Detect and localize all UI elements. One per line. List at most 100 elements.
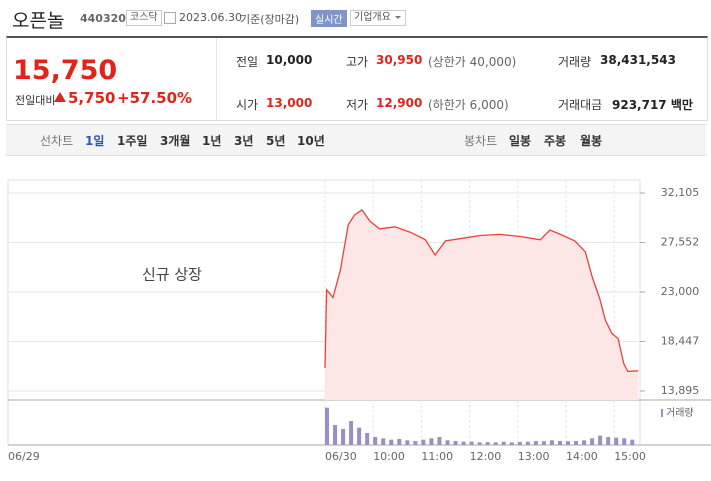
volume-bar bbox=[557, 441, 562, 445]
volume-bar bbox=[509, 442, 514, 445]
stat-value: 923,717 백만 bbox=[612, 98, 693, 112]
area bbox=[325, 209, 639, 400]
volume-bar bbox=[381, 438, 386, 445]
stat-label: 전일 bbox=[236, 55, 259, 69]
stat-label: 저가 bbox=[346, 98, 369, 112]
volume-bar bbox=[614, 437, 619, 445]
volume-bar bbox=[445, 440, 450, 445]
stock-code: 440320 bbox=[80, 12, 126, 25]
stat-value: 10,000 bbox=[266, 53, 313, 67]
volume-bar bbox=[429, 438, 434, 445]
x-tick-label: 15:00 bbox=[614, 450, 646, 463]
volume-bar bbox=[389, 439, 394, 445]
volume-bar bbox=[630, 439, 635, 445]
volume-bar bbox=[549, 440, 554, 445]
company-info-button[interactable]: 기업개요 bbox=[350, 10, 406, 26]
divider bbox=[216, 38, 217, 120]
volume-bar bbox=[365, 433, 370, 445]
period-tab[interactable]: 3개월 bbox=[160, 134, 191, 148]
x-tick-label: 06/30 bbox=[325, 450, 357, 463]
volume-bar bbox=[501, 441, 506, 445]
legend-swatch bbox=[661, 409, 663, 417]
annotation: 신규 상장 bbox=[142, 266, 202, 284]
x-tick-label: 12:00 bbox=[470, 450, 502, 463]
x-tick-label: 10:00 bbox=[373, 450, 405, 463]
stat-note: (상한가 40,000) bbox=[428, 55, 517, 69]
volume-bar bbox=[622, 438, 627, 445]
tab-label: 봉차트 bbox=[464, 134, 498, 148]
volume-bar bbox=[493, 442, 498, 445]
stat-note: (하한가 6,000) bbox=[428, 98, 509, 112]
volume-bar bbox=[349, 421, 354, 445]
stat-label: 시가 bbox=[236, 98, 259, 112]
legend-label: 거래량 bbox=[666, 407, 694, 419]
volume-bar bbox=[357, 427, 362, 445]
volume-bar bbox=[533, 441, 538, 445]
x-tick-label: 13:00 bbox=[518, 450, 550, 463]
volume-bar bbox=[453, 441, 458, 445]
y-tick-label: 18,447 bbox=[661, 335, 700, 348]
quote-box bbox=[6, 36, 708, 121]
stat-label: 고가 bbox=[346, 55, 369, 69]
volume-bar bbox=[341, 429, 346, 445]
tab-label: 선차트 bbox=[40, 134, 74, 148]
y-tick-label: 32,105 bbox=[661, 186, 700, 199]
volume-bar bbox=[541, 441, 546, 445]
stat-value: 38,431,543 bbox=[600, 53, 676, 67]
candle-tab[interactable]: 주봉 bbox=[544, 134, 567, 148]
basis: 기준(장마감) bbox=[240, 13, 300, 26]
stat-value: 12,900 bbox=[376, 96, 423, 110]
volume-bar bbox=[590, 438, 595, 445]
up-triangle bbox=[54, 92, 66, 102]
volume-bar bbox=[582, 440, 587, 445]
y-tick-label: 27,552 bbox=[661, 236, 700, 249]
stat-label: 거래량 bbox=[558, 55, 592, 69]
stock-name: 오픈놀 bbox=[12, 10, 65, 32]
volume-bar bbox=[598, 435, 603, 445]
market-badge: 코스닥 bbox=[126, 10, 162, 26]
volume-bar bbox=[437, 437, 442, 445]
change-rate: +57.50% bbox=[117, 89, 193, 107]
period-tab[interactable]: 3년 bbox=[234, 134, 254, 148]
price-line bbox=[324, 209, 639, 373]
stat-value: 13,000 bbox=[266, 96, 313, 110]
period-tab[interactable]: 5년 bbox=[266, 134, 286, 148]
period-tab[interactable]: 1일 bbox=[85, 134, 105, 148]
y-tick-label: 13,895 bbox=[661, 384, 700, 397]
stat-label: 거래대금 bbox=[558, 98, 603, 112]
period-tab[interactable]: 1주일 bbox=[117, 134, 148, 148]
volume-bar bbox=[413, 441, 418, 445]
volume-bar bbox=[525, 441, 530, 445]
x-tick-label: 06/29 bbox=[8, 450, 40, 463]
volume-bar bbox=[325, 407, 329, 445]
x-tick-label: 14:00 bbox=[566, 450, 598, 463]
volume-bar bbox=[421, 439, 426, 445]
volume-bar bbox=[574, 441, 579, 445]
calendar-icon bbox=[164, 12, 176, 24]
period-tab[interactable]: 10년 bbox=[297, 134, 325, 148]
price: 15,750 bbox=[13, 55, 118, 86]
volume-bar bbox=[485, 442, 490, 445]
candle-tab[interactable]: 월봉 bbox=[580, 134, 603, 148]
volume-bar bbox=[333, 425, 338, 445]
volume-bar bbox=[566, 441, 570, 445]
realtime-button[interactable]: 실시간 bbox=[311, 10, 347, 27]
y-tick-label: 23,000 bbox=[661, 285, 700, 298]
volume-bar bbox=[517, 441, 522, 445]
volume-bar bbox=[477, 442, 482, 445]
volume-bar bbox=[405, 440, 410, 445]
dropdown-arrow bbox=[395, 16, 401, 22]
period-tab[interactable]: 1년 bbox=[202, 134, 222, 148]
volume-bar bbox=[469, 441, 474, 445]
x-tick-label: 11:00 bbox=[421, 450, 453, 463]
volume-bar bbox=[606, 437, 611, 445]
tab-bar bbox=[6, 124, 706, 156]
stat-value: 30,950 bbox=[376, 53, 423, 67]
change-label: 전일대비 bbox=[15, 94, 56, 107]
change: 5,750 bbox=[68, 89, 116, 107]
volume-bar bbox=[373, 437, 378, 445]
candle-tab[interactable]: 일봉 bbox=[509, 134, 532, 148]
volume-bar bbox=[461, 441, 466, 445]
